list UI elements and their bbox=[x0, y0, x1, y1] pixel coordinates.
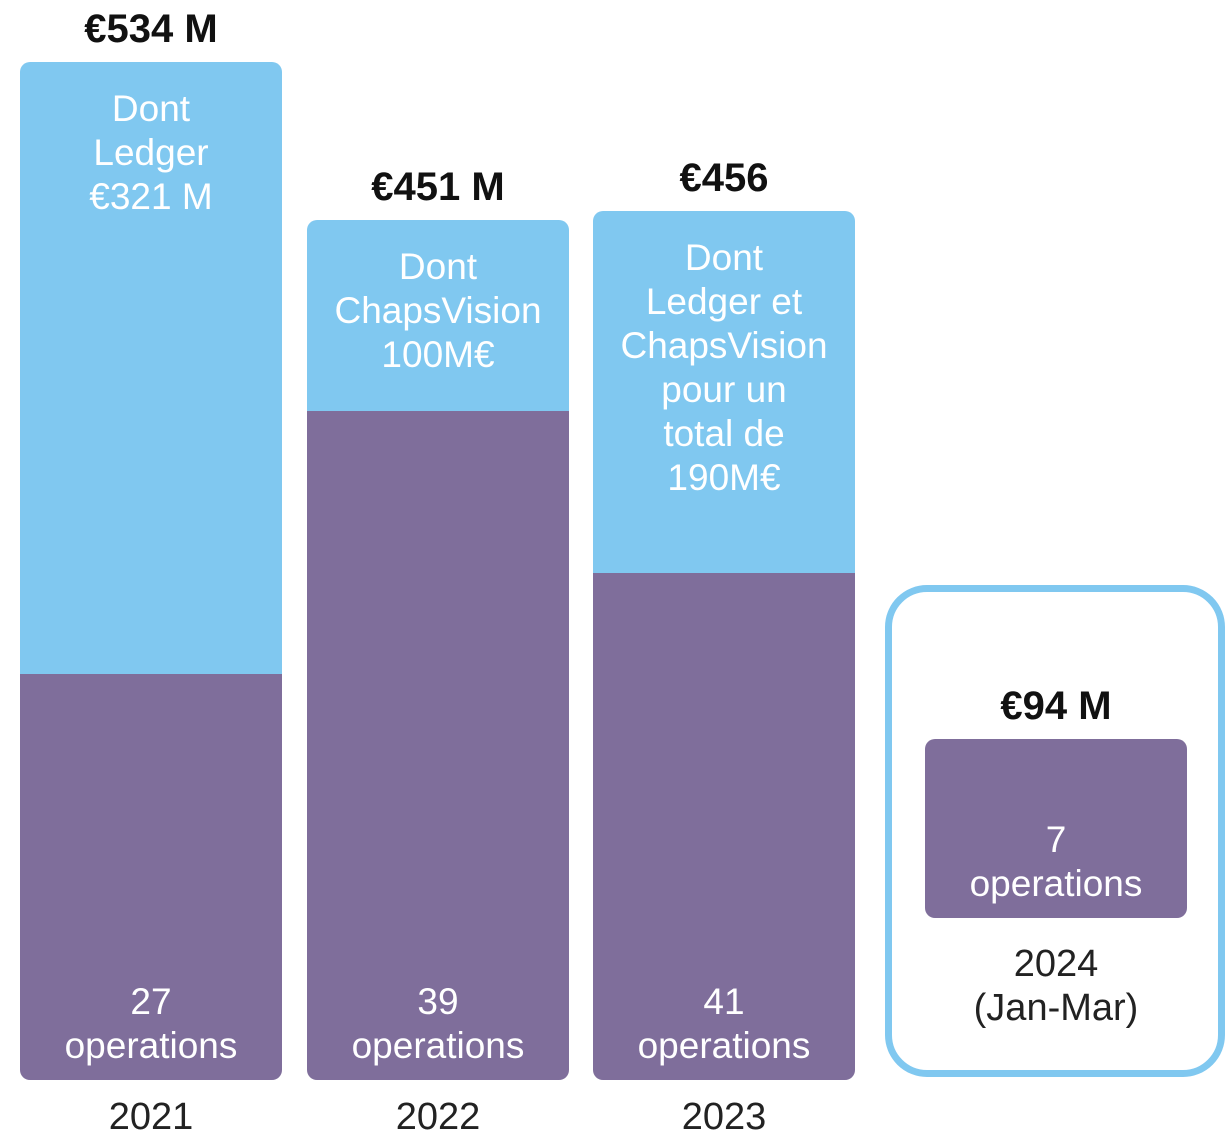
segment-label: 41 operations bbox=[637, 981, 811, 1066]
category-label: 2021 bbox=[108, 1096, 194, 1138]
bar-segment bbox=[593, 572, 855, 1080]
category-label: 2022 bbox=[395, 1096, 481, 1138]
category-label: 2023 bbox=[681, 1096, 767, 1138]
segment-label: Dont Ledger €321 M bbox=[89, 88, 213, 217]
segment-label: Dont ChapsVision 100M€ bbox=[334, 246, 542, 376]
segment-label: 39 operations bbox=[351, 981, 525, 1066]
total-label: €451 M bbox=[371, 165, 505, 210]
total-label: €456 bbox=[679, 155, 769, 200]
bar-segment bbox=[593, 210, 855, 573]
bar-segment bbox=[307, 410, 569, 1080]
highlight-frame bbox=[885, 585, 1225, 1077]
bar-segment bbox=[20, 673, 282, 1080]
segment-label: Dont Ledger et ChapsVision pour un total… bbox=[620, 236, 828, 498]
category-label: 2024 (Jan-Mar) bbox=[973, 943, 1139, 1029]
bar-segment bbox=[20, 62, 282, 674]
bar-segment bbox=[307, 220, 569, 411]
total-label: €534 M bbox=[84, 7, 218, 51]
total-label: €94 M bbox=[1000, 683, 1112, 728]
bar-segment bbox=[925, 738, 1187, 918]
segment-label: 27 operations bbox=[64, 981, 238, 1066]
segment-label: 7 operations bbox=[969, 819, 1143, 904]
